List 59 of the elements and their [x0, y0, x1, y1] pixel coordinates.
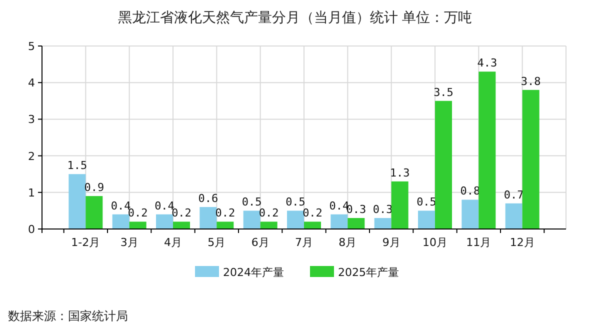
x-tick-label: 10月 [422, 236, 448, 249]
y-tick-label: 4 [28, 76, 35, 90]
data-label: 0.3 [346, 203, 366, 216]
bar [129, 222, 146, 229]
data-label: 0.7 [504, 188, 524, 202]
data-label: 0.5 [242, 196, 262, 209]
x-tick-label: 3月 [120, 236, 138, 249]
bar [68, 174, 86, 229]
bar [260, 222, 278, 229]
bar [348, 218, 365, 229]
bar [287, 210, 304, 229]
data-label: 0.2 [215, 206, 236, 220]
bar [418, 210, 435, 229]
bar [330, 214, 348, 229]
x-tick-label: 8月 [338, 236, 357, 249]
data-label: 4.3 [477, 56, 498, 70]
y-tick-label: 5 [28, 40, 35, 53]
data-label: 3.8 [520, 74, 541, 88]
x-tick-label: 12月 [510, 236, 535, 249]
bar [462, 200, 479, 229]
x-tick-label: 4月 [164, 236, 182, 249]
bar [156, 214, 173, 229]
x-tick-label: 6月 [251, 236, 270, 249]
bar [304, 222, 321, 229]
data-label: 0.3 [372, 203, 393, 216]
x-tick-label: 7月 [295, 236, 313, 249]
data-label: 0.5 [286, 196, 306, 209]
chart-title: 黑龙江省液化天然气产量分月（当月值）统计 单位：万吨 [118, 10, 472, 26]
bar [86, 196, 103, 229]
data-label: 1.5 [67, 159, 88, 172]
data-label: 0.9 [84, 181, 104, 194]
bar [478, 72, 496, 229]
x-tick-label: 5月 [208, 236, 226, 249]
data-label: 0.6 [198, 192, 218, 206]
bar [391, 181, 408, 229]
y-tick-label: 1 [28, 186, 35, 200]
y-tick-label: 3 [28, 113, 35, 126]
data-label: 0.2 [258, 206, 279, 220]
legend-label: 2025年产量 [338, 266, 399, 279]
bar [216, 222, 234, 229]
bar [243, 210, 260, 229]
x-tick-label: 11月 [466, 236, 492, 249]
bar [173, 222, 190, 229]
bar [200, 207, 217, 229]
legend-label: 2024年产量 [223, 266, 284, 279]
data-label: 0.5 [416, 196, 436, 209]
bar [374, 218, 392, 229]
bar [522, 90, 540, 229]
data-label: 3.5 [434, 86, 454, 99]
bar [435, 100, 452, 229]
bar [505, 203, 522, 229]
source-note: 数据来源：国家统计局 [8, 309, 128, 323]
data-label: 0.2 [302, 206, 322, 220]
bar [112, 214, 130, 229]
x-tick-label: 1-2月 [71, 236, 100, 249]
y-tick-label: 0 [28, 223, 35, 236]
y-tick-label: 2 [28, 150, 35, 163]
x-tick-label: 9月 [382, 236, 400, 249]
data-label: 1.3 [390, 166, 410, 180]
